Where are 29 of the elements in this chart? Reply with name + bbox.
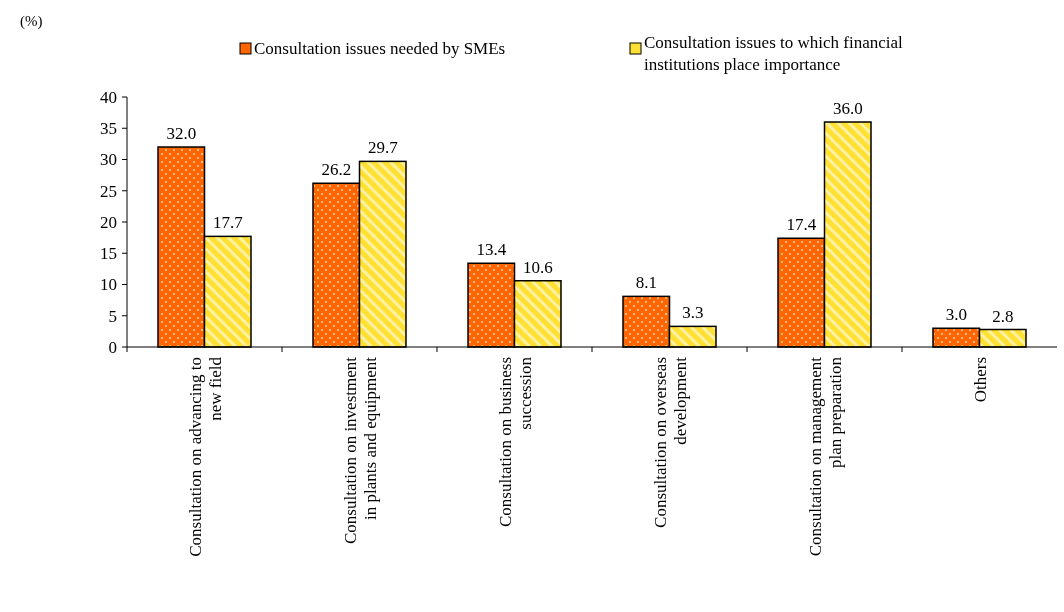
- text: (%): [20, 13, 43, 30]
- legend-label: Consultation issues to which financial institutions place importance: [644, 33, 904, 74]
- data-label: 13.4: [476, 240, 507, 260]
- data-label: 36.0: [832, 99, 863, 118]
- y-tick-label: 30: [100, 150, 117, 170]
- x-tick-label: Consultation on business succession: [495, 356, 535, 528]
- data-label: 32.0: [166, 124, 197, 143]
- y-tick-label: 10: [100, 275, 117, 295]
- y-tick-label: 0: [108, 337, 117, 357]
- data-label: 17.4: [786, 215, 817, 235]
- y-tick-label: 20: [100, 212, 117, 232]
- y-tick-label: 25: [100, 181, 117, 201]
- x-tick-label: Consultation on overseas development: [650, 356, 690, 528]
- data-label: 26.2: [321, 160, 352, 180]
- y-tick-label: 5: [108, 306, 117, 326]
- data-label: 8.1: [635, 273, 657, 293]
- y-tick-label: 40: [100, 87, 117, 107]
- x-tick-label: Consultation on advancing to new field: [185, 356, 225, 557]
- y-tick-label: 35: [100, 119, 117, 139]
- x-tick-label: Consultation on management plan preparation: [805, 356, 845, 557]
- data-label: 3.3: [682, 303, 704, 323]
- data-label: 2.8: [992, 306, 1014, 326]
- data-label: 29.7: [367, 138, 399, 158]
- y-tick-label: 15: [100, 244, 117, 264]
- data-label: 17.7: [212, 213, 244, 233]
- x-tick-label: Others: [970, 357, 990, 403]
- data-label: 10.6: [522, 257, 553, 277]
- legend-label: Consultation issues needed by SMEs: [254, 39, 506, 58]
- data-label: 3.0: [945, 305, 967, 325]
